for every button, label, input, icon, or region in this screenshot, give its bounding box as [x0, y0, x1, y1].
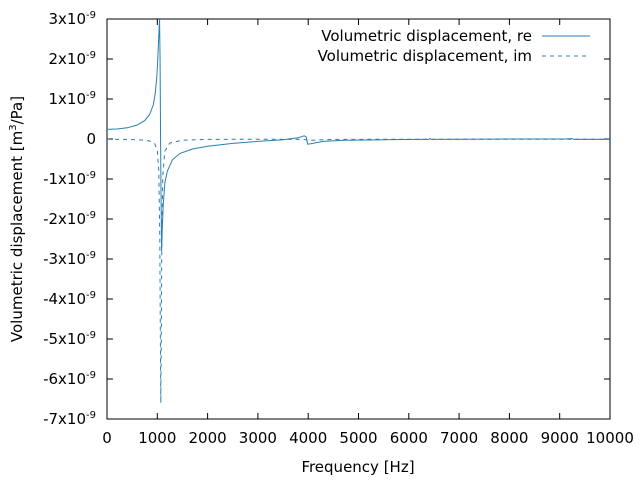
x-tick-label: 4000: [289, 429, 327, 447]
y-axis-label-exponent: 3: [8, 124, 19, 130]
x-tick-label: 9000: [541, 429, 579, 447]
y-tick-exponent: -9: [86, 90, 96, 101]
y-tick-exponent: -9: [86, 250, 96, 261]
y-tick-label: 0: [86, 130, 96, 148]
y-tick-mantissa: 1x10: [49, 90, 87, 108]
legend-label: Volumetric displacement, re: [321, 27, 532, 45]
y-tick-mantissa: -5x10: [43, 330, 86, 348]
y-axis-ticks: 3x10-92x10-91x10-90-1x10-9-2x10-9-3x10-9…: [43, 10, 610, 428]
y-tick-mantissa: -2x10: [43, 210, 86, 228]
x-tick-label: 8000: [490, 429, 528, 447]
series-layer: [107, 19, 610, 404]
y-tick-exponent: -9: [86, 330, 96, 341]
x-tick-label: 1000: [138, 429, 176, 447]
x-axis-ticks: 0 1000 2000 3000 4000 5000 6000 7000 8000 9000 100…: [102, 19, 634, 447]
y-tick-mantissa: -6x10: [43, 370, 86, 388]
y-tick-exponent: -9: [86, 210, 96, 221]
series-line-im: [107, 138, 610, 404]
plot-frame: [106, 18, 611, 420]
x-tick-label: 3000: [239, 429, 277, 447]
y-tick-label: -1x10-9: [43, 170, 96, 188]
y-tick-label: -2x10-9: [43, 210, 96, 228]
x-tick-label: 5000: [339, 429, 377, 447]
y-tick-mantissa: -1x10: [43, 170, 86, 188]
y-tick-label: -6x10-9: [43, 370, 96, 388]
y-tick-mantissa: -4x10: [43, 290, 86, 308]
y-axis-label-prefix: Volumetric displacement [m: [8, 131, 26, 342]
y-tick-exponent: -9: [86, 290, 96, 301]
x-axis-label: Frequency [Hz]: [301, 458, 414, 476]
y-axis-label-suffix: /Pa]: [8, 96, 26, 124]
y-tick-mantissa: -7x10: [43, 410, 86, 428]
x-tick-label: 6000: [390, 429, 428, 447]
y-axis-label: Volumetric displacement [m3/Pa]: [8, 96, 26, 342]
legend-label: Volumetric displacement, im: [318, 47, 532, 65]
y-tick-label: 1x10-9: [49, 90, 97, 108]
y-tick-exponent: -9: [86, 410, 96, 421]
legend: Volumetric displacement, re Volumetric di…: [318, 27, 590, 65]
y-tick-exponent: -9: [86, 370, 96, 381]
y-tick-label: -4x10-9: [43, 290, 96, 308]
y-tick-exponent: -9: [86, 50, 96, 61]
y-tick-label: -5x10-9: [43, 330, 96, 348]
y-tick-label: -7x10-9: [43, 410, 96, 428]
y-tick-label: 3x10-9: [49, 10, 97, 28]
y-tick-label: 2x10-9: [49, 50, 97, 68]
x-tick-label: 7000: [440, 429, 478, 447]
y-tick-mantissa: 3x10: [49, 10, 87, 28]
y-tick-mantissa: 2x10: [49, 50, 87, 68]
y-tick-mantissa: -3x10: [43, 250, 86, 268]
y-tick-exponent: -9: [86, 10, 96, 21]
y-tick-mantissa: 0: [86, 130, 96, 148]
x-tick-label: 2000: [189, 429, 227, 447]
y-tick-label: -3x10-9: [43, 250, 96, 268]
x-tick-label: 0: [102, 429, 112, 447]
series-line-re: [107, 19, 610, 252]
x-tick-label: 10000: [586, 429, 634, 447]
y-tick-exponent: -9: [86, 170, 96, 181]
